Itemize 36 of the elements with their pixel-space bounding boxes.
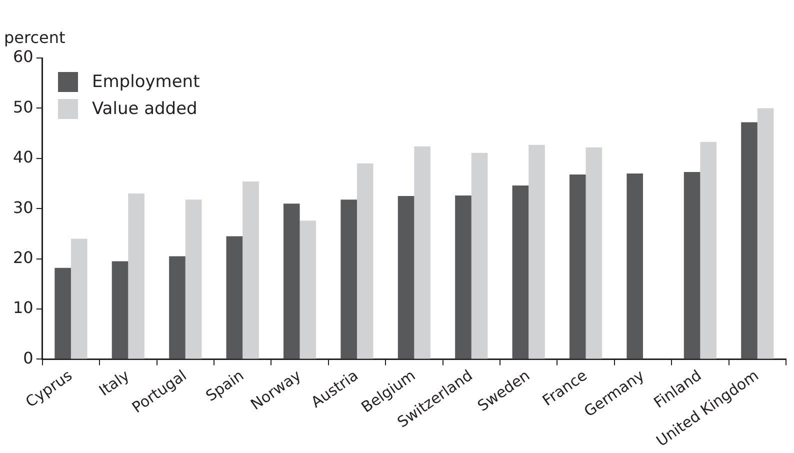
y-tick-label: 40 xyxy=(13,148,34,167)
bar xyxy=(684,172,700,359)
bar xyxy=(700,142,716,359)
bar xyxy=(455,196,472,359)
bar xyxy=(128,194,144,359)
bar xyxy=(626,173,643,359)
legend-label: Employment xyxy=(92,72,200,92)
bar xyxy=(757,108,774,359)
bar xyxy=(741,122,758,359)
bar xyxy=(414,146,430,359)
y-tick-label: 30 xyxy=(13,198,34,217)
bar xyxy=(398,196,414,359)
bar xyxy=(242,181,259,359)
y-axis-title: percent xyxy=(4,28,66,47)
bar xyxy=(169,256,186,359)
bar xyxy=(512,186,529,359)
bar xyxy=(283,204,300,359)
bar xyxy=(340,200,357,359)
bar xyxy=(112,261,128,359)
bar xyxy=(586,147,602,359)
bar xyxy=(54,268,71,359)
y-tick-label: 10 xyxy=(13,298,34,318)
y-tick-label: 50 xyxy=(13,97,34,116)
y-tick-label: 60 xyxy=(13,47,34,66)
bar xyxy=(528,144,545,359)
bar xyxy=(70,238,88,359)
bar xyxy=(356,163,374,359)
bar xyxy=(300,220,316,359)
bar xyxy=(185,200,202,359)
bar xyxy=(471,152,488,359)
x-tick-label: Italy xyxy=(96,366,133,400)
bar xyxy=(569,174,586,359)
y-tick-label: 20 xyxy=(13,248,34,267)
legend-label: Value added xyxy=(92,98,198,118)
bar xyxy=(226,236,243,359)
y-tick-label: 0 xyxy=(23,348,34,368)
